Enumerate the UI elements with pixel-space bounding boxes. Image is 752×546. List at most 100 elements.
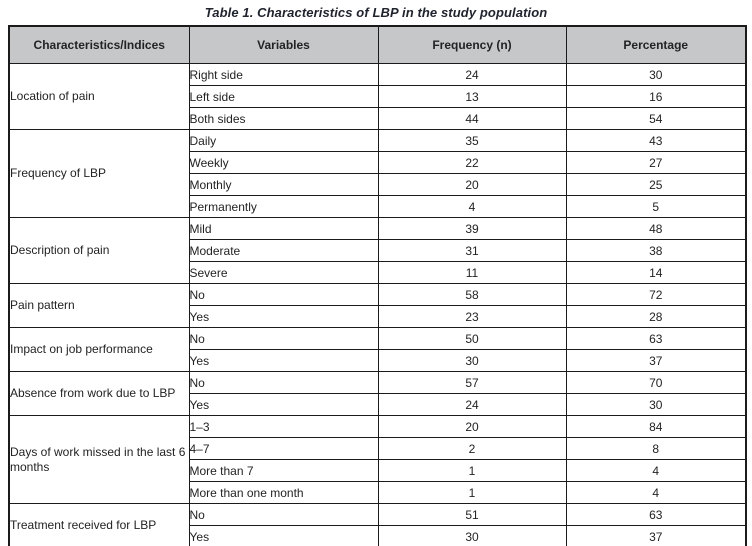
frequency-cell: 31 xyxy=(377,239,567,262)
column-header-percentage: Percentage xyxy=(565,25,747,64)
frequency-cell: 35 xyxy=(377,129,567,152)
variable-cell: Weekly xyxy=(188,151,379,174)
characteristic-cell: Treatment received for LBP xyxy=(8,503,190,546)
frequency-cell: 2 xyxy=(377,437,567,460)
characteristic-cell: Absence from work due to LBP xyxy=(8,371,190,416)
characteristic-cell: Impact on job performance xyxy=(8,327,190,372)
percentage-cell: 63 xyxy=(565,327,747,350)
table-title: Table 1. Characteristics of LBP in the s… xyxy=(204,5,548,20)
table-row: Yes 30 37 xyxy=(9,349,747,372)
table-row: Yes 23 28 xyxy=(9,305,747,328)
frequency-cell: 30 xyxy=(377,525,567,546)
variable-cell: Yes xyxy=(188,349,379,372)
table-row: Impact on job performance No 50 63 xyxy=(8,327,747,372)
percentage-cell: 48 xyxy=(565,217,747,240)
frequency-cell: 24 xyxy=(377,393,567,416)
table-row: More than one month 1 4 xyxy=(9,481,747,504)
frequency-cell: 39 xyxy=(377,217,567,240)
table-row: Left side 13 16 xyxy=(9,85,747,108)
table-row: Permanently 4 5 xyxy=(9,195,747,218)
percentage-cell: 28 xyxy=(565,305,747,328)
characteristic-cell: Pain pattern xyxy=(8,283,190,328)
frequency-cell: 51 xyxy=(377,503,567,526)
frequency-cell: 22 xyxy=(377,151,567,174)
percentage-cell: 43 xyxy=(565,129,747,152)
percentage-cell: 30 xyxy=(565,63,747,86)
variable-cell: No xyxy=(188,371,379,394)
variable-cell: Monthly xyxy=(188,173,379,196)
variable-cell: Permanently xyxy=(188,195,379,218)
frequency-cell: 57 xyxy=(377,371,567,394)
percentage-cell: 16 xyxy=(565,85,747,108)
table-row: Description of pain Mild 39 48 xyxy=(8,217,747,284)
frequency-cell: 24 xyxy=(377,63,567,86)
lbp-characteristics-table: Characteristics/Indices Variables Freque… xyxy=(8,25,747,546)
variable-cell: 1–3 xyxy=(188,415,379,438)
table-row: Absence from work due to LBP No 57 70 xyxy=(8,371,747,416)
variable-cell: Both sides xyxy=(188,107,379,130)
percentage-cell: 54 xyxy=(565,107,747,130)
column-header-characteristics: Characteristics/Indices xyxy=(8,25,190,64)
table-row: Both sides 44 54 xyxy=(9,107,747,130)
frequency-cell: 20 xyxy=(377,173,567,196)
percentage-cell: 4 xyxy=(565,481,747,504)
percentage-cell: 72 xyxy=(565,283,747,306)
percentage-cell: 30 xyxy=(565,393,747,416)
percentage-cell: 14 xyxy=(565,261,747,284)
table-row: Frequency of LBP Daily 35 43 xyxy=(8,129,747,218)
variable-cell: No xyxy=(188,327,379,350)
table-row: Pain pattern No 58 72 xyxy=(8,283,747,328)
characteristic-cell: Description of pain xyxy=(8,217,190,284)
table-row: Monthly 20 25 xyxy=(9,173,747,196)
frequency-cell: 1 xyxy=(377,481,567,504)
percentage-cell: 5 xyxy=(565,195,747,218)
variable-cell: Yes xyxy=(188,393,379,416)
table-row: Treatment received for LBP No 51 63 xyxy=(8,503,747,546)
variable-cell: Yes xyxy=(188,525,379,546)
percentage-cell: 4 xyxy=(565,459,747,482)
percentage-cell: 8 xyxy=(565,437,747,460)
percentage-cell: 37 xyxy=(565,525,747,546)
variable-cell: More than 7 xyxy=(188,459,379,482)
percentage-cell: 84 xyxy=(565,415,747,438)
variable-cell: No xyxy=(188,503,379,526)
percentage-cell: 37 xyxy=(565,349,747,372)
frequency-cell: 50 xyxy=(377,327,567,350)
table-row: Severe 11 14 xyxy=(9,261,747,284)
table-row: Yes 30 37 xyxy=(9,525,747,546)
frequency-cell: 30 xyxy=(377,349,567,372)
variable-cell: More than one month xyxy=(188,481,379,504)
variable-cell: Mild xyxy=(188,217,379,240)
variable-cell: Left side xyxy=(188,85,379,108)
column-header-frequency: Frequency (n) xyxy=(377,25,567,64)
characteristic-cell: Location of pain xyxy=(8,63,190,130)
header-row: Characteristics/Indices Variables Freque… xyxy=(8,25,747,64)
frequency-cell: 13 xyxy=(377,85,567,108)
variable-cell: Right side xyxy=(188,63,379,86)
table-body: Location of pain Right side 24 30 Left side 1… xyxy=(8,63,747,546)
percentage-cell: 27 xyxy=(565,151,747,174)
frequency-cell: 20 xyxy=(377,415,567,438)
percentage-cell: 25 xyxy=(565,173,747,196)
frequency-cell: 23 xyxy=(377,305,567,328)
frequency-cell: 4 xyxy=(377,195,567,218)
characteristic-cell: Frequency of LBP xyxy=(8,129,190,218)
percentage-cell: 38 xyxy=(565,239,747,262)
characteristic-cell: Days of work missed in the last 6 months xyxy=(8,415,190,504)
variable-cell: 4–7 xyxy=(188,437,379,460)
variable-cell: Severe xyxy=(188,261,379,284)
frequency-cell: 44 xyxy=(377,107,567,130)
table-row: Days of work missed in the last 6 months… xyxy=(8,415,747,504)
variable-cell: Moderate xyxy=(188,239,379,262)
variable-cell: Yes xyxy=(188,305,379,328)
percentage-cell: 70 xyxy=(565,371,747,394)
variable-cell: Daily xyxy=(188,129,379,152)
frequency-cell: 1 xyxy=(377,459,567,482)
table-row: Location of pain Right side 24 30 xyxy=(8,63,747,130)
frequency-cell: 58 xyxy=(377,283,567,306)
variable-cell: No xyxy=(188,283,379,306)
table-row: 4–7 2 8 xyxy=(9,437,747,460)
frequency-cell: 11 xyxy=(377,261,567,284)
